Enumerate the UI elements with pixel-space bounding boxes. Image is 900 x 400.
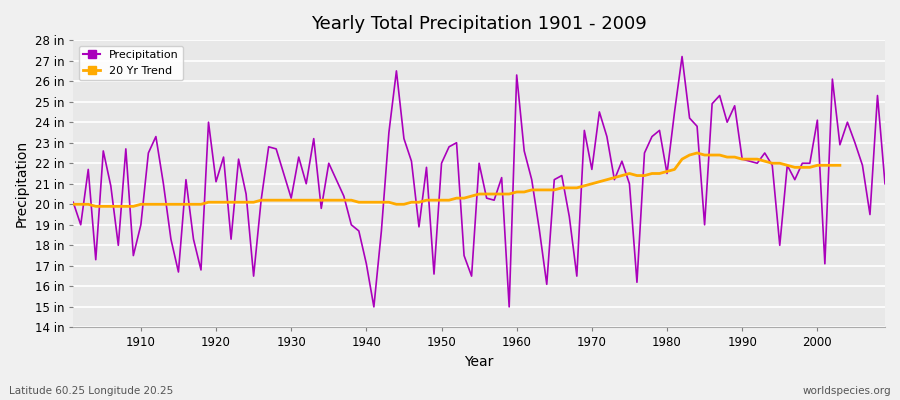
Text: Latitude 60.25 Longitude 20.25: Latitude 60.25 Longitude 20.25 [9, 386, 173, 396]
X-axis label: Year: Year [464, 355, 494, 369]
Title: Yearly Total Precipitation 1901 - 2009: Yearly Total Precipitation 1901 - 2009 [311, 15, 647, 33]
Legend: Precipitation, 20 Yr Trend: Precipitation, 20 Yr Trend [79, 46, 183, 80]
Text: worldspecies.org: worldspecies.org [803, 386, 891, 396]
Y-axis label: Precipitation: Precipitation [15, 140, 29, 227]
